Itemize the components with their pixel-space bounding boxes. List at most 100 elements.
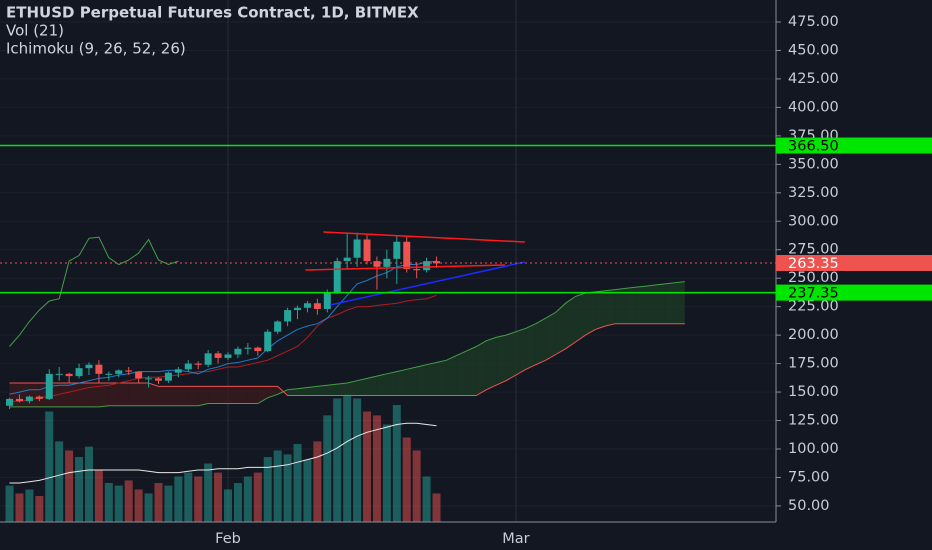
cloud-segment (29, 382, 40, 407)
grid (227, 0, 517, 522)
candle-body (433, 261, 441, 264)
price-label: 366.50 (788, 139, 839, 155)
volume-bar (233, 483, 242, 522)
volume-bar (25, 489, 34, 522)
volume-bar (303, 459, 312, 522)
volume-bar (392, 405, 401, 522)
cloud-segment (138, 382, 149, 406)
indicator-label: Ichimoku (9, 26, 52, 26) (6, 40, 186, 58)
cloud-segment (396, 369, 407, 396)
y-tick-label: 50.00 (788, 498, 830, 514)
cloud-segment (386, 371, 397, 396)
ichimoku (9, 236, 685, 408)
price-label-bg (776, 284, 932, 301)
volume-bar (333, 398, 342, 522)
candle-body (224, 354, 232, 358)
cloud-segment (436, 360, 447, 396)
y-tick-label: 175.00 (788, 356, 839, 372)
volume-bar (15, 493, 24, 522)
cloud-segment (188, 386, 199, 406)
candle-body (284, 310, 292, 322)
volume-bar (214, 472, 223, 522)
trendline (305, 264, 506, 271)
volume-bar (323, 415, 332, 522)
y-tick-label: 275.00 (788, 242, 839, 258)
cloud-segment (79, 382, 89, 407)
cloud-segment (297, 387, 308, 396)
cloud-segment (545, 312, 556, 361)
cloud-segment (416, 364, 427, 396)
candle-body (363, 239, 371, 262)
cloud-segment (486, 337, 497, 390)
y-tick-label: 150.00 (788, 384, 839, 400)
volume-bar (422, 476, 431, 522)
volume-bar (353, 398, 362, 522)
cloud-segment (327, 384, 338, 396)
volume-bar (343, 394, 352, 522)
candle-body (323, 292, 331, 309)
y-tick-label: 225.00 (788, 299, 839, 315)
cloud-segment (674, 281, 685, 324)
cloud-segment (456, 351, 467, 396)
cloud-segment (218, 386, 228, 404)
candle-body (6, 398, 14, 406)
candle-body (35, 396, 43, 399)
volume-bar (154, 483, 163, 522)
y-tick-label: 475.00 (788, 14, 839, 30)
volume-bar (263, 457, 272, 522)
price-label-bg (776, 254, 932, 271)
span-b (9, 323, 685, 396)
candle-body (174, 369, 182, 373)
candle-body (154, 378, 162, 381)
cloud-segment (515, 328, 526, 375)
candle-body (353, 239, 361, 258)
volume-bar (243, 476, 252, 522)
volume-bar (273, 450, 282, 522)
volume-bar (184, 472, 193, 522)
candle-body (115, 370, 123, 374)
cloud-segment (376, 373, 387, 396)
cloud-segment (496, 335, 507, 386)
candle-body (423, 261, 431, 271)
kijun (9, 294, 437, 402)
volume-bar (174, 476, 183, 522)
cloud-segment (406, 367, 417, 396)
trendline (330, 261, 526, 306)
cloud-segment (625, 287, 636, 324)
cloud-segment (168, 386, 179, 406)
cloud-segment (347, 380, 358, 396)
candle-body (214, 353, 222, 358)
volume-pane (5, 394, 441, 522)
candle-body (234, 348, 242, 355)
y-tick-label: 350.00 (788, 156, 839, 172)
cloud-segment (287, 388, 298, 396)
candle-body (313, 303, 321, 309)
price-axis-bg (776, 0, 932, 550)
cloud-segment (247, 386, 258, 404)
candle-body (125, 370, 133, 372)
volume-bar (372, 415, 381, 522)
volume-bar (194, 476, 203, 522)
cloud-segment (208, 386, 219, 404)
candle-body (145, 378, 153, 380)
candle-body (55, 373, 63, 375)
cloud-segment (446, 355, 457, 396)
volume-ma (9, 422, 437, 484)
candle-body (105, 373, 113, 375)
y-tick-label: 300.00 (788, 213, 839, 229)
candle-body (393, 241, 401, 259)
cloud-segment (88, 382, 99, 407)
cloud-segment (575, 292, 586, 342)
volume-bar (124, 480, 133, 522)
candle-body (413, 269, 421, 271)
cloud-segment (59, 382, 70, 407)
tenkan (9, 260, 437, 395)
price-label-bg (776, 137, 932, 154)
overlays (0, 144, 776, 306)
cloud-segment (228, 386, 238, 404)
candle-body (204, 353, 212, 365)
candle-body (164, 372, 172, 381)
candle-body (25, 396, 33, 402)
